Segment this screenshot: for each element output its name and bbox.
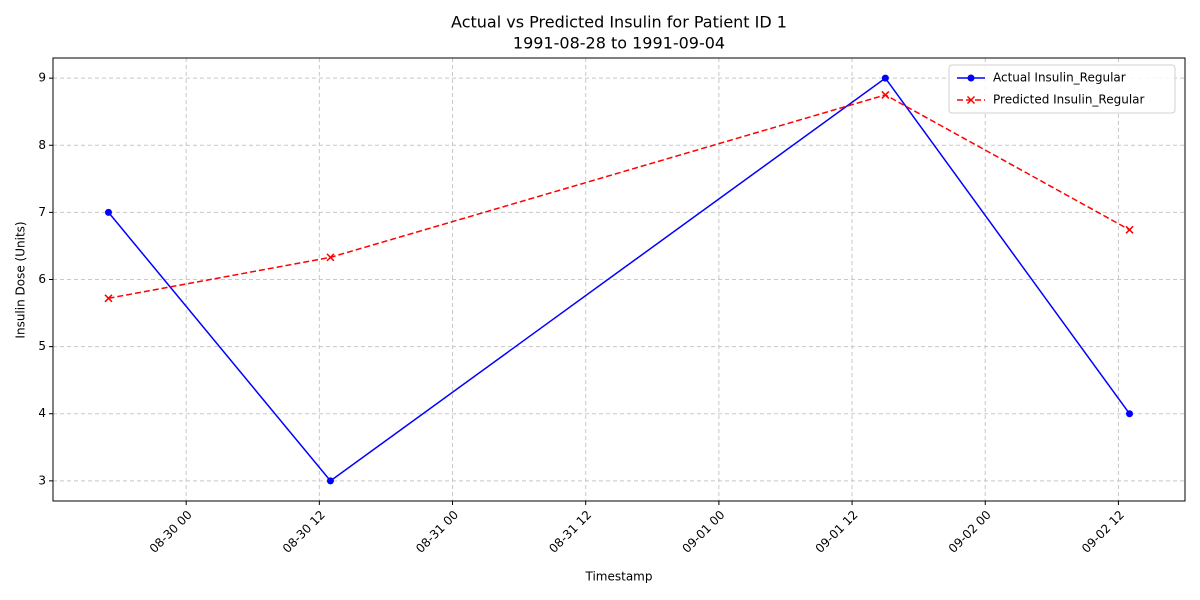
y-tick-label: 8 (38, 138, 46, 152)
point (881, 90, 890, 99)
point (104, 208, 112, 216)
x-tick-label: 09-02 12 (1079, 508, 1127, 556)
chart-subtitle: 1991-08-28 to 1991-09-04 (513, 34, 725, 53)
chart-title: Actual vs Predicted Insulin for Patient … (451, 13, 787, 32)
y-tick-label: 7 (38, 205, 46, 219)
x-tick-label: 08-31 00 (413, 508, 461, 556)
y-tick-label: 3 (38, 473, 46, 487)
x-tick-label: 08-30 12 (280, 508, 328, 556)
y-axis-label: Insulin Dose (Units) (14, 221, 28, 338)
plot-frame (52, 57, 1186, 502)
legend-marker (967, 74, 975, 82)
y-tick-label: 4 (38, 406, 46, 420)
series-line (108, 94, 1130, 300)
point (326, 253, 335, 262)
y-tick-label: 6 (38, 272, 46, 286)
point (104, 294, 113, 303)
legend-box (948, 64, 1176, 114)
x-tick-label: 08-31 12 (546, 508, 594, 556)
point (1125, 225, 1134, 234)
x-tick-label: 08-30 00 (147, 508, 195, 556)
legend-label: Predicted Insulin_Regular (993, 93, 1145, 107)
y-tick-label: 9 (38, 71, 46, 85)
point (1126, 410, 1134, 418)
series-line (107, 77, 1131, 482)
legend-marker (966, 95, 976, 105)
x-tick-label: 09-02 00 (946, 508, 994, 556)
legend-label: Actual Insulin_Regular (993, 71, 1126, 85)
y-tick-label: 5 (38, 339, 46, 353)
x-tick-label: 09-01 00 (679, 508, 727, 556)
x-tick-label: 09-01 12 (813, 508, 861, 556)
point (881, 74, 889, 82)
point (326, 477, 334, 485)
x-axis-label: Timestamp (585, 570, 653, 584)
